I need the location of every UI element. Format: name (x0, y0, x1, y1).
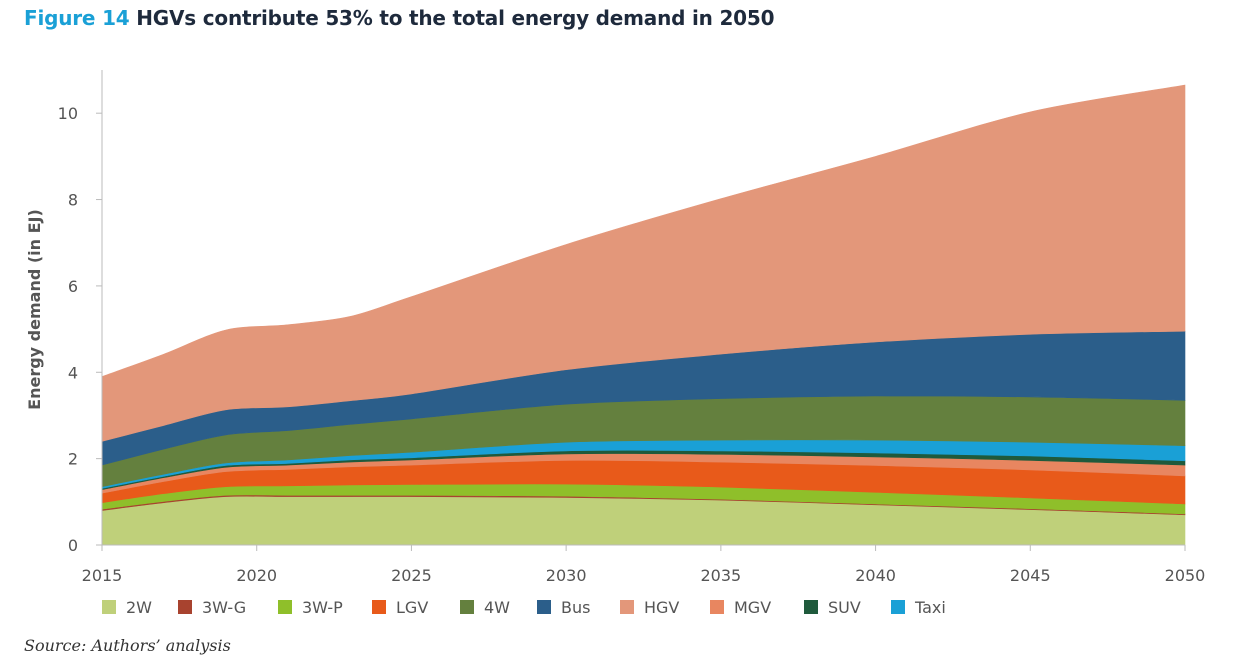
legend-label-2w: 2W (126, 598, 152, 617)
stacked-areas (101, 84, 1186, 546)
axes: 0 2 4 6 8 10 2015 2020 2025 2030 2035 2040 2045 2050 (58, 70, 1206, 585)
legend-swatch-suv (804, 600, 818, 614)
y-axis-label: Energy demand (in EJ) (25, 209, 44, 410)
legend-label-4w: 4W (484, 598, 510, 617)
legend-swatch-2w (102, 600, 116, 614)
legend-swatch-taxi (891, 600, 905, 614)
x-tick-label: 2045 (1010, 566, 1051, 585)
legend-label-mgv: MGV (734, 598, 771, 617)
legend-label-hgv: HGV (644, 598, 679, 617)
legend-label-3w-g: 3W-G (202, 598, 246, 617)
legend-label-3w-p: 3W-P (302, 598, 343, 617)
y-tick-label: 2 (68, 450, 78, 469)
y-tick-label: 4 (68, 363, 78, 382)
y-tick-label: 8 (68, 191, 78, 210)
chart-title: Figure 14 HGVs contribute 53% to the tot… (24, 6, 775, 30)
legend-swatch-3w-g (178, 600, 192, 614)
legend: 2W 3W-G 3W-P LGV 4W Bus HGV MGV SUV Taxi (102, 598, 946, 617)
source-note: Source: Authors’ analysis (24, 636, 231, 655)
legend-swatch-hgv (620, 600, 634, 614)
legend-swatch-4w (460, 600, 474, 614)
legend-label-bus: Bus (561, 598, 590, 617)
y-tick-label: 10 (58, 104, 78, 123)
x-tick-label: 2050 (1165, 566, 1206, 585)
x-tick-label: 2020 (236, 566, 277, 585)
legend-label-suv: SUV (828, 598, 861, 617)
y-tick-label: 6 (68, 277, 78, 296)
legend-label-taxi: Taxi (914, 598, 946, 617)
x-tick-label: 2035 (700, 566, 741, 585)
x-tick-label: 2015 (82, 566, 123, 585)
figure-label: Figure 14 (24, 6, 130, 30)
x-tick-label: 2025 (391, 566, 432, 585)
area-hgv (101, 84, 1186, 442)
legend-swatch-3w-p (278, 600, 292, 614)
legend-swatch-bus (537, 600, 551, 614)
x-tick-label: 2030 (546, 566, 587, 585)
legend-swatch-mgv (710, 600, 724, 614)
figure-title: HGVs contribute 53% to the total energy … (136, 6, 775, 30)
legend-label-lgv: LGV (396, 598, 428, 617)
y-tick-label: 0 (68, 536, 78, 555)
x-tick-label: 2040 (855, 566, 896, 585)
legend-swatch-lgv (372, 600, 386, 614)
